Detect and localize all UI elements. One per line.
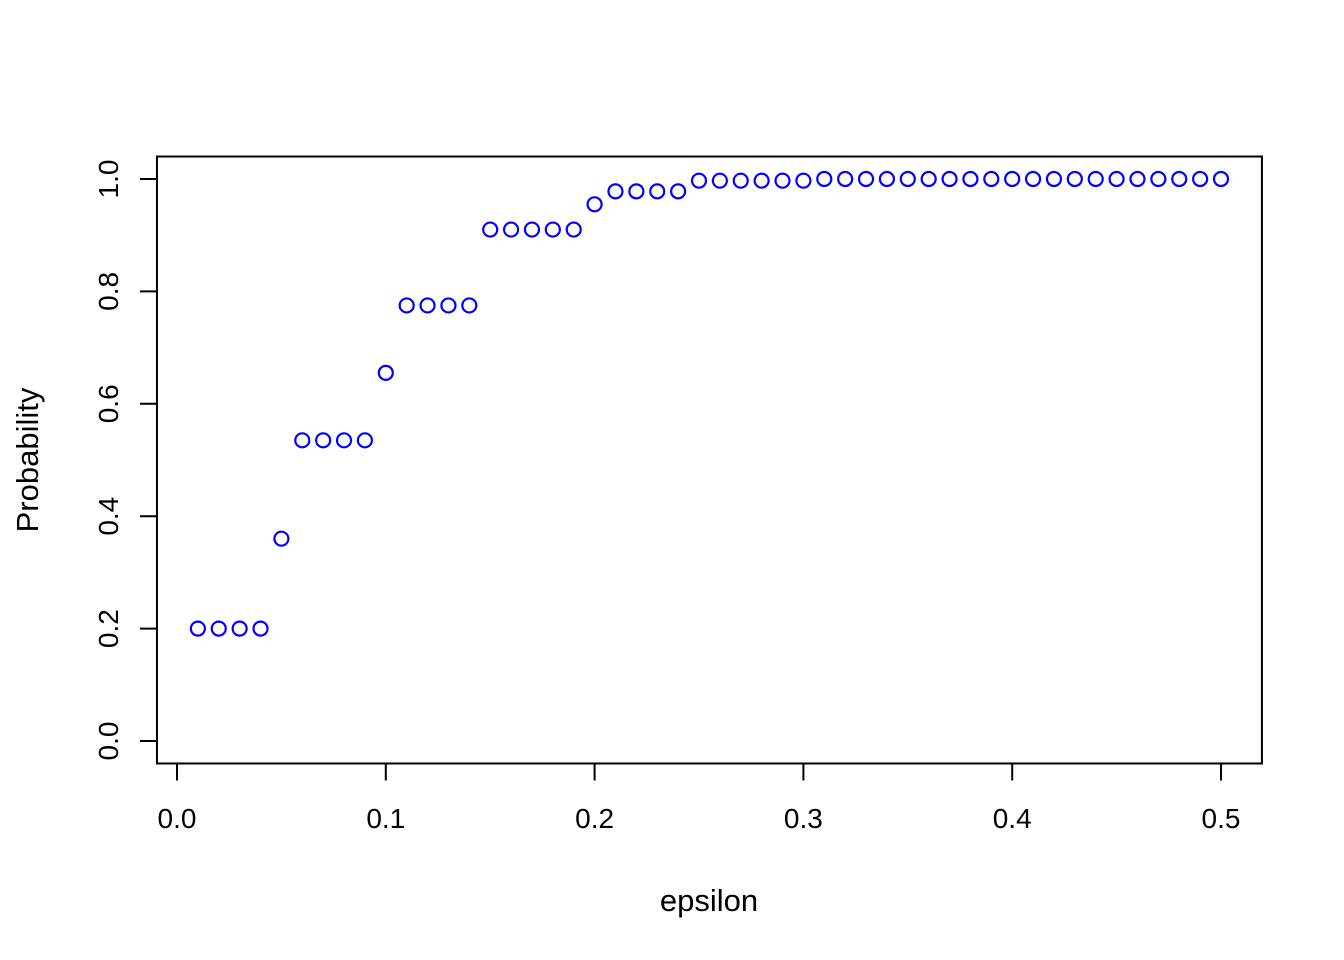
x-tick-label: 0.4 <box>993 803 1032 834</box>
data-point <box>628 183 645 200</box>
data-point <box>690 172 708 189</box>
data-point <box>419 297 436 314</box>
data-point <box>962 170 979 188</box>
data-point <box>1087 170 1104 188</box>
x-tick-label: 0.0 <box>158 803 197 834</box>
data-point <box>1212 170 1230 188</box>
y-tick-label: 1.0 <box>93 160 124 199</box>
data-point <box>523 221 541 238</box>
data-point <box>252 620 269 637</box>
data-point <box>189 620 206 637</box>
x-axis-label: epsilon <box>660 883 758 918</box>
x-tick-label: 0.2 <box>575 803 614 834</box>
data-point <box>1045 170 1063 188</box>
data-point <box>440 297 457 314</box>
data-point <box>315 432 332 449</box>
data-point <box>753 172 770 189</box>
data-point <box>1150 170 1167 188</box>
data-point <box>649 183 666 200</box>
data-point <box>878 170 896 188</box>
y-tick-label: 0.0 <box>93 722 124 761</box>
data-point <box>461 297 478 314</box>
data-point <box>670 183 687 200</box>
x-axis: 0.0 0.1 0.2 0.3 0.4 0.5 <box>158 763 1241 834</box>
data-point <box>1192 170 1209 188</box>
data-point <box>502 221 520 238</box>
data-point <box>482 221 499 238</box>
data-point <box>398 297 415 314</box>
data-point <box>920 170 937 188</box>
data-point <box>356 432 374 449</box>
data-point <box>607 183 624 200</box>
data-point <box>837 170 854 188</box>
plot-box <box>155 155 1263 765</box>
plot-border <box>155 155 1263 765</box>
data-point <box>711 172 728 189</box>
data-point <box>565 221 582 238</box>
data-point <box>544 221 561 238</box>
y-tick-label: 0.8 <box>93 272 124 311</box>
x-tick-label: 0.3 <box>784 803 823 834</box>
data-point <box>1129 170 1146 188</box>
data-point <box>816 170 833 188</box>
data-point <box>983 170 1000 188</box>
data-points <box>189 170 1230 637</box>
data-point <box>273 530 290 547</box>
data-point <box>857 170 875 188</box>
data-point <box>335 432 353 449</box>
y-tick-label: 0.2 <box>93 609 124 648</box>
data-point <box>1004 170 1021 188</box>
data-point <box>732 172 749 189</box>
data-point <box>294 432 311 449</box>
data-point <box>774 172 791 189</box>
x-tick-label: 0.1 <box>366 803 405 834</box>
data-point <box>1066 170 1083 188</box>
y-axis: 0.0 0.2 0.4 0.6 0.8 1.0 <box>93 160 157 761</box>
y-axis-label: Probability <box>10 387 45 532</box>
data-point <box>899 170 916 188</box>
data-point <box>586 196 603 213</box>
data-point <box>1108 170 1125 188</box>
data-point <box>1024 170 1042 188</box>
x-tick-label: 0.5 <box>1202 803 1241 834</box>
data-point <box>377 364 394 381</box>
data-point <box>941 170 958 188</box>
data-point <box>210 620 227 637</box>
y-tick-label: 0.6 <box>93 384 124 423</box>
data-point <box>1171 170 1188 188</box>
y-tick-label: 0.4 <box>93 497 124 536</box>
data-point <box>231 620 248 637</box>
data-point <box>795 172 812 189</box>
